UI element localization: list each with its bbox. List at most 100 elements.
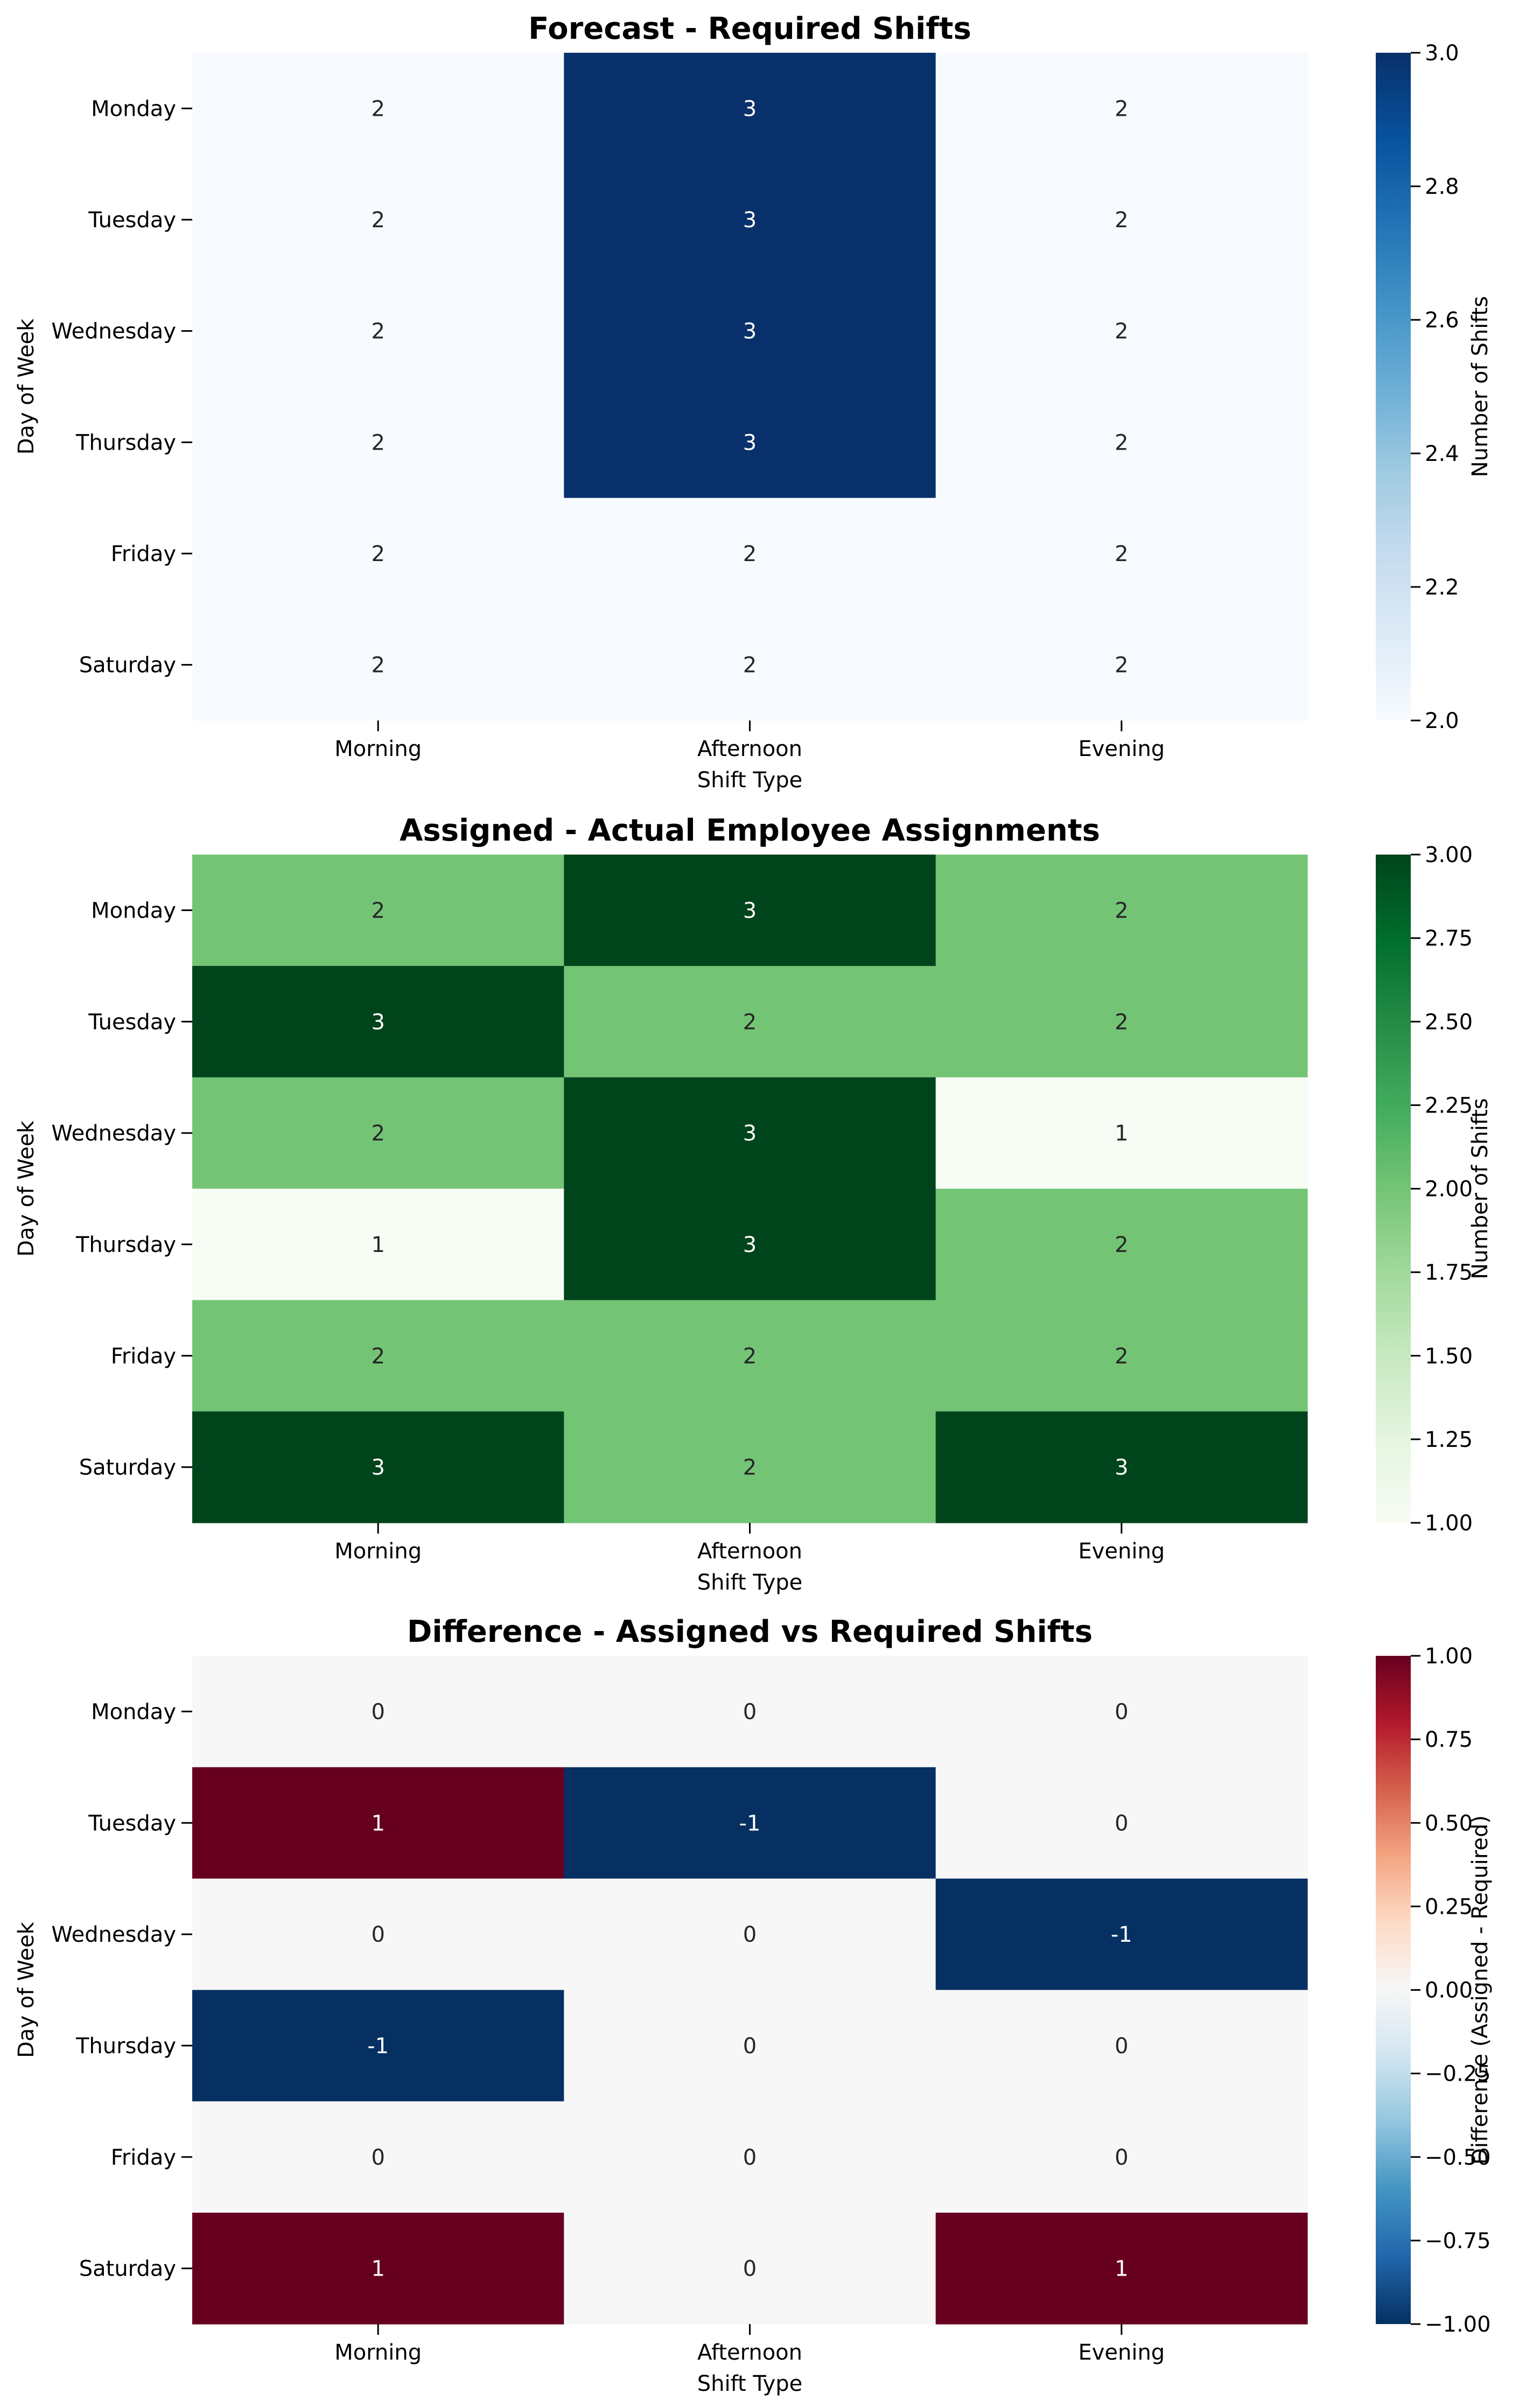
x-tick-label: Afternoon (697, 737, 802, 761)
cell-value-label: 1 (1115, 1121, 1128, 1146)
cell-value-label: 2 (1115, 1233, 1128, 1257)
heatmap-cell (564, 2213, 936, 2325)
x-tick-label: Morning (334, 2340, 422, 2365)
cell-value-label: 2 (743, 542, 757, 566)
colorbar-tick-label: 1.00 (1425, 1511, 1473, 1536)
cell-value-label: 0 (371, 1922, 384, 1947)
y-tick-label: Wednesday (51, 1121, 176, 1146)
cell-value-label: 2 (1115, 319, 1128, 344)
heatmap-cell (935, 1656, 1308, 1768)
cell-value-label: 1 (371, 2257, 384, 2282)
y-tick-label: Tuesday (88, 1010, 176, 1034)
cell-value-label: 2 (371, 542, 384, 566)
heatmap-cell (564, 609, 936, 721)
colorbar-tick-label: 1.50 (1425, 1344, 1473, 1369)
heatmap-cell (935, 1188, 1308, 1300)
y-tick-label: Friday (111, 542, 176, 566)
cell-value-label: -1 (739, 1811, 761, 1836)
heatmap-cell (564, 1077, 936, 1189)
colorbar-tick-label: 2.4 (1425, 442, 1459, 466)
heatmap-cell (564, 1411, 936, 1523)
colorbar-tick-label: 2.75 (1425, 926, 1473, 951)
cell-value-label: 0 (743, 2034, 757, 2059)
x-axis-label: Shift Type (697, 1570, 803, 1595)
cell-value-label: 3 (371, 1010, 384, 1034)
heatmap-cell (192, 2213, 564, 2325)
cell-value-label: 0 (1115, 1699, 1128, 1724)
cell-value-label: 2 (1115, 96, 1128, 121)
cell-value-label: 3 (743, 96, 757, 121)
cell-value-label: 0 (743, 2257, 757, 2282)
heatmap-cell (935, 2213, 1308, 2325)
cell-value-label: 2 (743, 1344, 757, 1369)
heatmap-cell (192, 1767, 564, 1879)
chart-title: Difference - Assigned vs Required Shifts (407, 1614, 1093, 1649)
colorbar-tick-label: 2.2 (1425, 575, 1459, 600)
y-tick-label: Thursday (75, 430, 176, 455)
colorbar-tick-label: 2.6 (1425, 308, 1459, 333)
cell-value-label: 2 (371, 430, 384, 455)
y-tick-label: Thursday (75, 1233, 176, 1257)
cell-value-label: 0 (371, 1699, 384, 1724)
x-tick-label: Morning (334, 1539, 422, 1564)
colorbar-tick-label: 2.50 (1425, 1010, 1473, 1034)
heatmap-cell (192, 1411, 564, 1523)
cell-value-label: 2 (743, 653, 757, 678)
y-tick-label: Monday (91, 1699, 176, 1724)
heatmap-cell (564, 1656, 936, 1768)
heatmap-cell (192, 1077, 564, 1189)
cell-value-label: 0 (743, 2145, 757, 2170)
cell-value-label: -1 (367, 2034, 389, 2059)
x-tick-label: Evening (1078, 1539, 1165, 1564)
heatmap-cell (192, 275, 564, 387)
colorbar-label: Number of Shifts (1468, 1098, 1493, 1279)
cell-value-label: 2 (371, 319, 384, 344)
cell-value-label: 0 (743, 1699, 757, 1724)
cell-value-label: 2 (1115, 653, 1128, 678)
y-tick-label: Monday (91, 898, 176, 923)
heatmap-panel-1: Forecast - Required Shifts 2 3 2 2 3 2 2 3 2 2 3 2 2 2… (14, 11, 1493, 793)
cell-value-label: 3 (1115, 1456, 1128, 1480)
colorbar-tick-label: 0.00 (1425, 1978, 1473, 2003)
colorbar-label: Difference (Assigned - Required) (1468, 1815, 1493, 2165)
y-axis-label: Day of Week (14, 1921, 39, 2058)
heatmap-cell (564, 498, 936, 610)
colorbar-tick-label: −0.75 (1425, 2229, 1491, 2254)
heatmap-cell (192, 965, 564, 1078)
heatmap-cell (564, 1188, 936, 1300)
cell-value-label: 2 (371, 1344, 384, 1369)
x-tick-label: Afternoon (697, 1539, 802, 1564)
heatmap-cell (935, 965, 1308, 1078)
colorbar-tick-label: 1.00 (1425, 1644, 1473, 1669)
chart-title: Forecast - Required Shifts (528, 11, 971, 46)
colorbar (1376, 53, 1411, 720)
colorbar-tick-label: 0.50 (1425, 1811, 1473, 1836)
y-axis-label: Day of Week (14, 318, 39, 454)
heatmap-cell (935, 1878, 1308, 1991)
cell-value-label: 3 (743, 1233, 757, 1257)
heatmap-cell (935, 53, 1308, 165)
heatmap-cell (192, 609, 564, 721)
y-tick-label: Thursday (75, 2034, 176, 2059)
x-tick-label: Afternoon (697, 2340, 802, 2365)
heatmap-cell (564, 164, 936, 276)
cell-value-label: 2 (371, 653, 384, 678)
y-tick-label: Friday (111, 2145, 176, 2170)
heatmap-cell (192, 498, 564, 610)
x-tick-label: Evening (1078, 737, 1165, 761)
heatmap-cell (192, 1878, 564, 1991)
heatmap-cell (564, 855, 936, 967)
colorbar-tick-label: 1.25 (1425, 1428, 1473, 1452)
colorbar-tick-label: −0.50 (1425, 2145, 1491, 2170)
heatmap-cell (564, 53, 936, 165)
heatmap-cell (564, 965, 936, 1078)
y-tick-label: Tuesday (88, 1811, 176, 1836)
cell-value-label: -1 (1111, 1922, 1132, 1947)
colorbar-tick-label: 1.75 (1425, 1261, 1473, 1285)
colorbar-tick-label: 3.00 (1425, 843, 1473, 867)
heatmap-cell (564, 1767, 936, 1879)
heatmap-cell (935, 2101, 1308, 2213)
heatmap-cell (935, 498, 1308, 610)
heatmap-cell (935, 1990, 1308, 2102)
